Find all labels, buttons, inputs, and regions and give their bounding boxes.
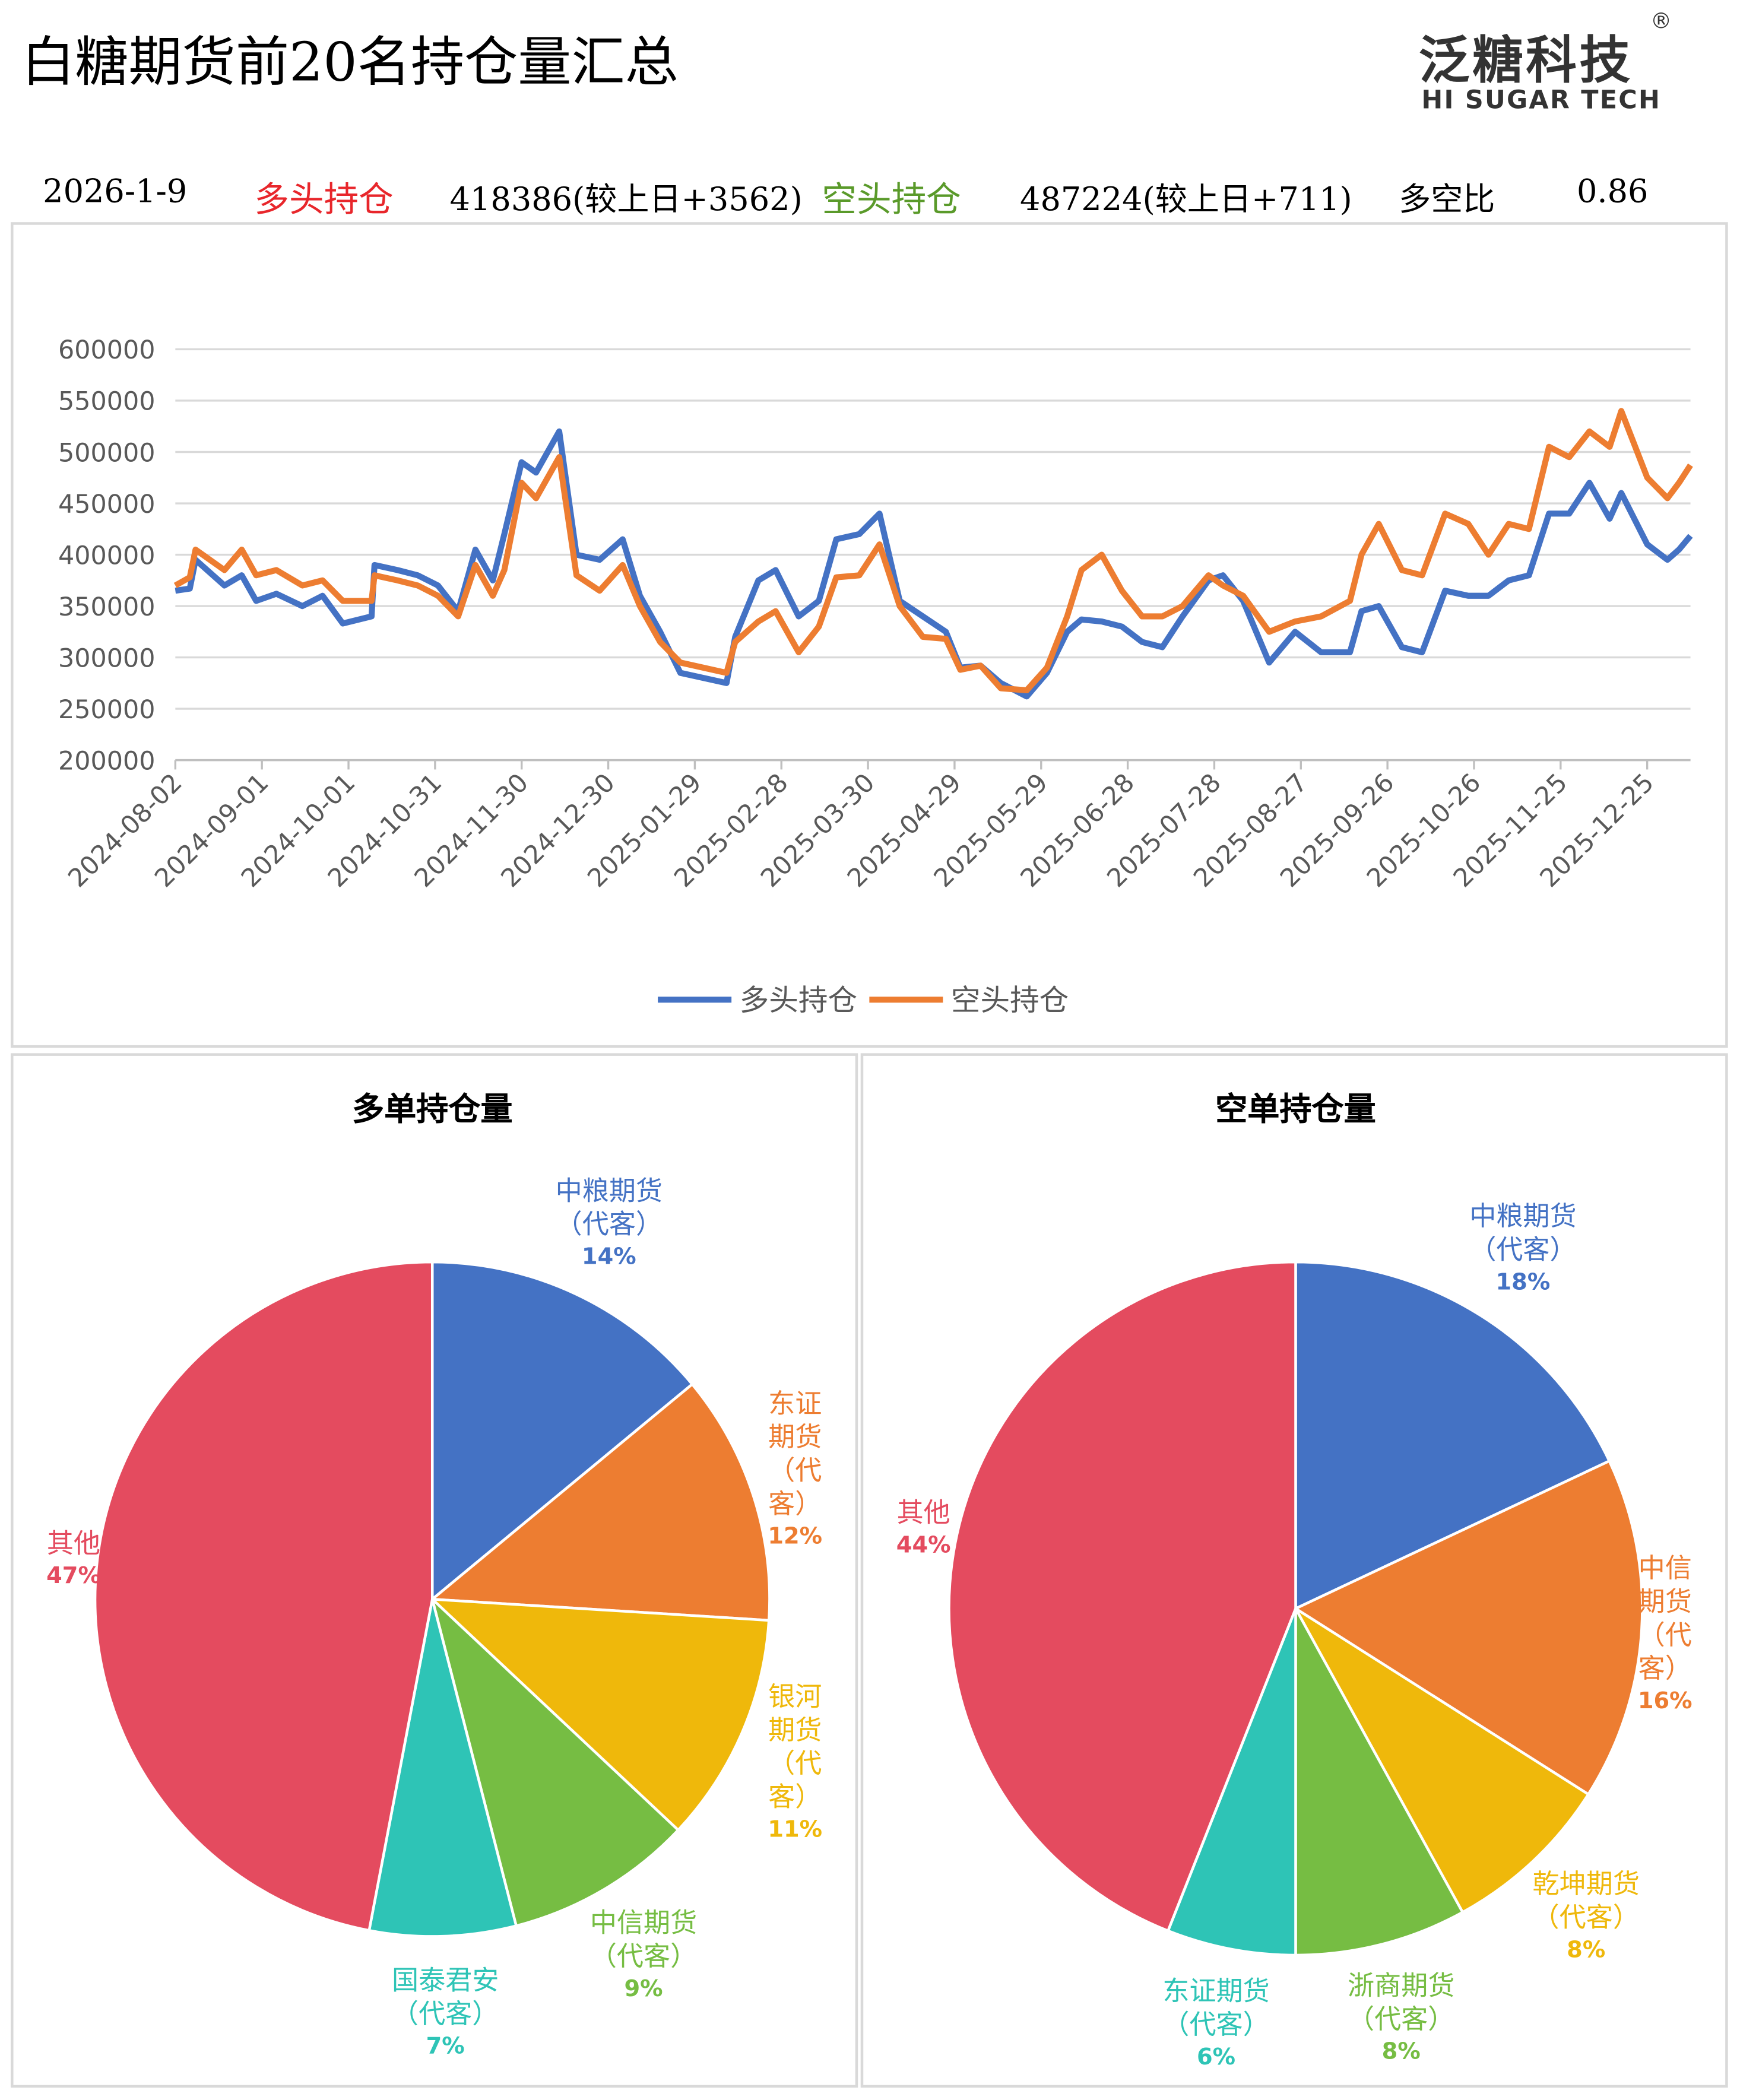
pie-label-value: 11% — [768, 1816, 823, 1844]
pie-label: 中信期货 （代客） 9% — [590, 1906, 697, 2006]
pie-panel: 空单持仓量中粮期货 （代客） 18% 中信期货 （代客） 16% 乾坤期货 （代客） 8%… — [860, 1053, 1728, 2088]
ratio-value: 0.86 — [1576, 172, 1649, 210]
pie-label-name: 国泰君安 （代客） — [392, 1963, 499, 2029]
series-line — [175, 428, 1693, 700]
line-panel: 200000 250000 300000 350000 400000 450000 5000… — [11, 222, 1728, 1048]
pie-label: 浙商期货 （代客） 8% — [1348, 1969, 1454, 2070]
ratio-label: 多空比 — [1399, 180, 1495, 218]
pie-label-value: 12% — [768, 1524, 823, 1551]
pie-title: 空单持仓量 — [1215, 1089, 1376, 1128]
pie-label-name: 银河期货 （代客） — [768, 1680, 822, 1813]
pie-label: 其他 47% — [46, 1527, 101, 1594]
date: 2026-1-9 — [43, 172, 188, 210]
pie-label-value: 9% — [624, 1975, 663, 2003]
y-tick-label: 400000 — [58, 541, 156, 570]
y-tick-label: 500000 — [58, 438, 156, 468]
pie-label: 银河期货 （代客） 11% — [765, 1680, 825, 1848]
pie-panel: 多单持仓量中粮期货 （代客） 14% 东证期货 （代客） 12% 银河期货 （代客） 11… — [11, 1053, 858, 2088]
pie-label-name: 其他 — [46, 1527, 101, 1559]
pie-slice — [1294, 1260, 1611, 1611]
pie-label-value: 18% — [1495, 1270, 1551, 1297]
pie-slice — [947, 1260, 1297, 1933]
y-tick-label: 300000 — [58, 643, 156, 673]
y-tick-label: 450000 — [58, 490, 156, 519]
pie-label-name: 中粮期货 （代客） — [1469, 1200, 1577, 1266]
short-label: 空头持仓 — [822, 180, 961, 221]
pie-label-value: 8% — [1567, 1937, 1606, 1964]
pie-label-name: 中粮期货 （代客） — [555, 1173, 663, 1239]
legend-label: 多头持仓 — [740, 983, 857, 1017]
pie-slice — [429, 1382, 771, 1622]
legend-label: 空头持仓 — [951, 983, 1069, 1017]
page-title: 白糖期货前20名持仓量汇总 — [21, 32, 679, 94]
pie-slice — [429, 1597, 771, 1832]
y-tick-label: 250000 — [58, 695, 156, 725]
pie-label: 中粮期货 （代客） 14% — [556, 1173, 663, 1274]
y-tick-label: 350000 — [58, 592, 156, 622]
logo: 泛糖科技 — [1418, 30, 1633, 90]
long-value: 418386(较上日+3562) — [449, 180, 803, 218]
pie-label: 东证期货 （代客） 6% — [1162, 1975, 1269, 2076]
long-label: 多头持仓 — [254, 180, 394, 221]
pie-label-name: 东证期货 （代客） — [768, 1387, 822, 1520]
y-tick-label: 550000 — [58, 387, 156, 417]
pie-label-value: 14% — [581, 1243, 636, 1270]
pie-label: 乾坤期货 （代客） 8% — [1533, 1867, 1640, 1968]
pie-label-value: 8% — [1381, 2038, 1421, 2066]
pie-label-name: 中信期货 （代客） — [1638, 1551, 1692, 1685]
chart: 200000 250000 300000 350000 400000 450000 5000… — [58, 335, 1693, 1017]
pie-label-name: 东证期货 （代客） — [1162, 1975, 1270, 2041]
pie-label-name: 乾坤期货 （代客） — [1532, 1867, 1640, 1933]
pie-label-value: 6% — [1196, 2044, 1236, 2072]
pie-slice — [1294, 1607, 1590, 1914]
pie-slice — [430, 1595, 680, 1928]
pie-label-value: 16% — [1637, 1687, 1693, 1715]
pie-label-name: 中信期货 （代客） — [589, 1906, 698, 1972]
logo-subtitle: HI SUGAR TECH — [1421, 85, 1662, 115]
logo-mark: ® — [1650, 8, 1672, 34]
chart — [93, 1260, 771, 1938]
pie-label-value: 7% — [426, 2033, 465, 2060]
chart — [947, 1260, 1644, 1957]
y-tick-label: 600000 — [58, 335, 156, 365]
pie-label: 国泰君安 （代客） 7% — [392, 1963, 499, 2064]
pie-label-value: 47% — [46, 1562, 101, 1590]
series-line — [173, 408, 1693, 694]
pie-label-value: 44% — [896, 1531, 951, 1559]
pie-slice — [1294, 1607, 1465, 1957]
pie-slice — [367, 1598, 518, 1938]
pie-label: 其他 44% — [896, 1496, 951, 1563]
pie-slice — [93, 1260, 434, 1933]
pie-label: 中信期货 （代客） 16% — [1635, 1552, 1695, 1719]
short-value: 487224(较上日+711) — [1020, 180, 1352, 218]
pie-label: 东证期货 （代客） 12% — [765, 1387, 825, 1555]
pie-slice — [1292, 1459, 1644, 1797]
pie-slice — [1166, 1608, 1297, 1957]
pie-slice — [430, 1260, 695, 1603]
y-tick-label: 200000 — [58, 746, 156, 776]
pie-label: 中粮期货 （代客） 18% — [1469, 1200, 1576, 1300]
pie-label-name: 其他 — [896, 1495, 950, 1528]
pie-title: 多单持仓量 — [351, 1089, 513, 1128]
pie-label-name: 浙商期货 （代客） — [1348, 1969, 1455, 2035]
